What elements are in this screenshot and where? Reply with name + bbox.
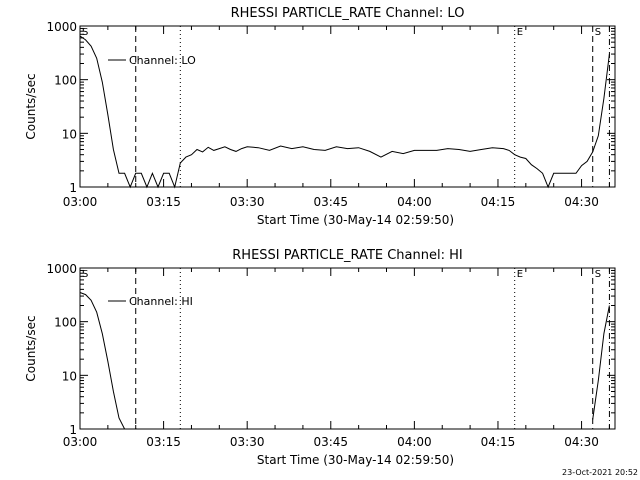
y-tick-label: 10 <box>62 369 77 383</box>
x-tick-label: 03:00 <box>63 195 98 209</box>
y-tick-label: 100 <box>54 74 77 88</box>
y-tick-label: 1000 <box>46 20 77 34</box>
chart-panel-hi: RHESSI PARTICLE_RATE Channel: HI 1 10 100 10… <box>24 248 616 467</box>
x-tick-label: 04:15 <box>481 195 516 209</box>
x-tick-label: 03:15 <box>146 435 181 449</box>
x-tick-label: 04:00 <box>397 195 432 209</box>
event-marker-label: S <box>595 27 601 38</box>
y-axis-label: Counts/sec <box>24 73 38 139</box>
chart-title: RHESSI PARTICLE_RATE Channel: LO <box>231 6 465 21</box>
chart-panel-lo: RHESSI PARTICLE_RATE Channel: LO 1 10 100 10… <box>24 6 616 227</box>
event-marker-label: E <box>517 269 523 280</box>
y-tick-label: 1 <box>69 181 77 195</box>
event-marker-label: E <box>517 27 523 38</box>
plot-frame <box>79 25 616 188</box>
y-tick-label: 10 <box>62 127 77 141</box>
x-tick-label: 04:30 <box>564 435 599 449</box>
event-marker-label: S <box>82 269 88 280</box>
event-marker-label: S <box>82 27 88 38</box>
x-tick-label: 03:15 <box>146 195 181 209</box>
x-tick-label: 03:45 <box>313 435 348 449</box>
x-tick-label: 03:00 <box>63 435 98 449</box>
y-tick-label: 1 <box>69 423 77 437</box>
plot-frame <box>79 267 616 430</box>
chart-title: RHESSI PARTICLE_RATE Channel: HI <box>232 248 462 263</box>
x-tick-label: 03:30 <box>230 195 265 209</box>
x-tick-label: 04:15 <box>481 435 516 449</box>
y-axis-label: Counts/sec <box>24 315 38 381</box>
series-line <box>79 35 610 189</box>
timestamp-label: 23-Oct-2021 20:52 <box>562 468 638 477</box>
legend-label: Channel: LO <box>129 54 196 67</box>
y-tick-label: 1000 <box>46 262 77 276</box>
series-line <box>79 292 610 430</box>
y-tick-label: 100 <box>54 316 77 330</box>
event-marker-label: S <box>595 269 601 280</box>
x-tick-label: 03:45 <box>313 195 348 209</box>
x-axis-label: Start Time (30-May-14 02:59:50) <box>257 213 454 227</box>
x-tick-label: 04:00 <box>397 435 432 449</box>
x-tick-label: 03:30 <box>230 435 265 449</box>
legend-label: Channel: HI <box>129 295 193 308</box>
x-axis-label: Start Time (30-May-14 02:59:50) <box>257 453 454 467</box>
x-tick-label: 04:30 <box>564 195 599 209</box>
